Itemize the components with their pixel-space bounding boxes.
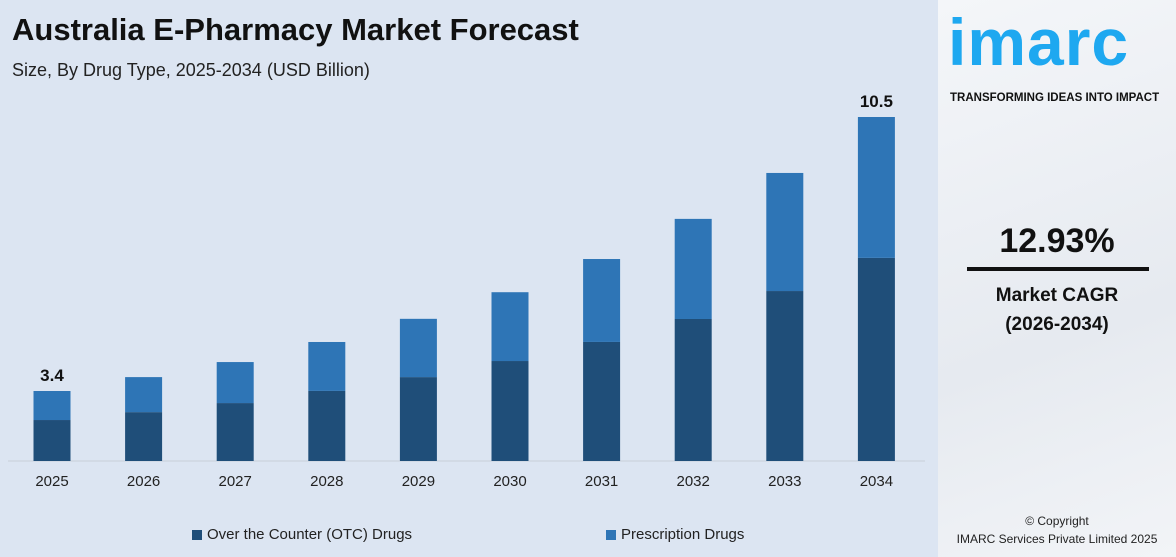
bar-prescription-2031: [583, 259, 621, 342]
bar-otc-2032: [674, 318, 712, 461]
tick-label-2026: 2026: [127, 473, 160, 490]
cagr-period: (2026-2034): [1005, 314, 1109, 335]
copyright: © Copyright: [1025, 514, 1089, 528]
tick-label-2029: 2029: [402, 473, 435, 490]
imarc-logo: imarc: [948, 5, 1130, 79]
bar-otc-2027: [216, 403, 254, 461]
legend-label: Prescription Drugs: [621, 526, 745, 543]
data-label-2034: 10.5: [860, 92, 893, 111]
bar-prescription-2027: [216, 362, 254, 404]
bar-prescription-2025: [33, 391, 71, 421]
legend-swatch: [606, 529, 616, 540]
bar-otc-2029: [399, 377, 437, 461]
bar-prescription-2033: [766, 172, 804, 292]
tick-label-2034: 2034: [860, 473, 893, 490]
bar-otc-2028: [308, 390, 346, 461]
cagr-value: 12.93%: [999, 222, 1115, 260]
tick-label-2032: 2032: [677, 473, 710, 490]
bar-prescription-2032: [674, 218, 712, 319]
info-panel: [938, 0, 1176, 557]
bar-otc-2033: [766, 291, 804, 461]
tick-label-2033: 2033: [768, 473, 801, 490]
bar-otc-2031: [583, 341, 621, 461]
data-label-2025: 3.4: [40, 366, 64, 385]
tick-label-2025: 2025: [35, 473, 68, 490]
bar-chart: 2025 3.4 2026 2027 2028 2029 2030 2031 2032 2033 2…: [8, 92, 925, 490]
company: IMARC Services Private Limited 2025: [956, 532, 1158, 546]
chart-subtitle: Size, By Drug Type, 2025-2034 (USD Billi…: [12, 60, 370, 80]
tick-label-2027: 2027: [219, 473, 252, 490]
bar-prescription-2028: [308, 341, 346, 391]
bar-prescription-2034: [857, 117, 895, 258]
bar-prescription-2030: [491, 292, 529, 362]
tick-label-2028: 2028: [310, 473, 343, 490]
bar-otc-2034: [857, 257, 895, 461]
bar-prescription-2026: [125, 377, 163, 413]
tick-label-2031: 2031: [585, 473, 618, 490]
brand-tagline: TRANSFORMING IDEAS INTO IMPACT: [950, 92, 1160, 104]
bar-prescription-2029: [399, 318, 437, 378]
chart-title: Australia E-Pharmacy Market Forecast: [12, 12, 579, 47]
legend-item-otc: Over the Counter (OTC) Drugs: [192, 526, 412, 543]
tick-label-2030: 2030: [493, 473, 526, 490]
legend-label: Over the Counter (OTC) Drugs: [207, 526, 413, 543]
bar-otc-2026: [125, 412, 163, 461]
cagr-label: Market CAGR: [995, 285, 1119, 306]
bar-otc-2025: [33, 420, 71, 461]
divider: [967, 267, 1149, 271]
legend-swatch: [192, 529, 202, 540]
bar-otc-2030: [491, 361, 529, 461]
legend-item-prescription: Prescription Drugs: [606, 526, 744, 543]
